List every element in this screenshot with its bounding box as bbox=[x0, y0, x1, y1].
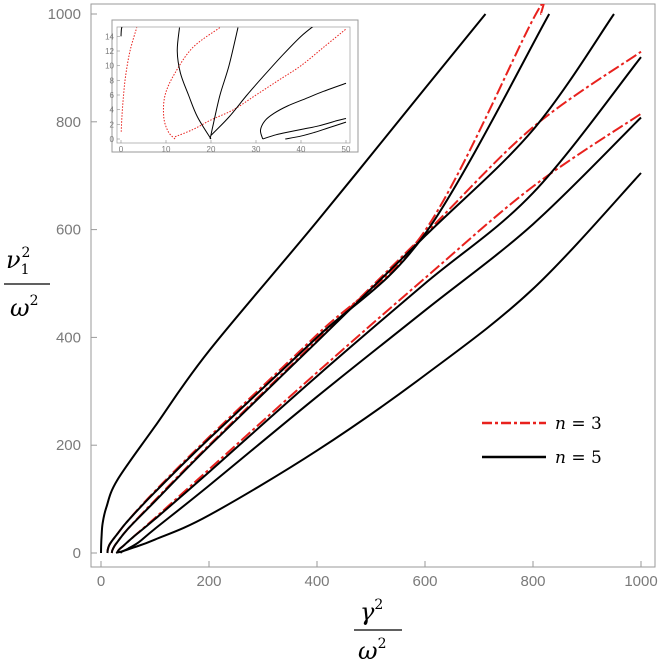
series-n5-curve-8 bbox=[262, 117, 347, 140]
y-tick-label: 4 bbox=[110, 106, 115, 115]
legend-var-n3: n bbox=[555, 414, 566, 434]
x-tick-label: 20 bbox=[207, 145, 216, 154]
y-label-denominator: ω bbox=[10, 294, 30, 322]
series-n3-curve-0 bbox=[120, 27, 138, 132]
y-label-denominator-superscript: 2 bbox=[30, 293, 39, 309]
y-tick-label: 2 bbox=[110, 120, 115, 129]
y-tick-label: 0 bbox=[73, 545, 81, 562]
y-tick-label: 10 bbox=[105, 62, 114, 71]
svg-text:γ2: γ2 bbox=[360, 597, 383, 626]
series-n5-curve-5 bbox=[110, 13, 615, 554]
x-axis-label: γ2 ω2 bbox=[354, 597, 402, 663]
legend-eq-n5: = 5 bbox=[566, 448, 602, 468]
y-label-subscript: 1 bbox=[21, 262, 30, 278]
y-tick-label: 6 bbox=[110, 91, 115, 100]
inset-plot-frame bbox=[116, 26, 351, 144]
legend-eq-n3: = 3 bbox=[566, 414, 602, 434]
x-tick-label: 40 bbox=[297, 145, 306, 154]
y-tick-label: 12 bbox=[105, 47, 114, 56]
series-n5-curve-7 bbox=[259, 82, 347, 140]
x-tick-label: 0 bbox=[119, 145, 124, 154]
x-label-superscript: 2 bbox=[374, 597, 383, 613]
x-tick-label: 50 bbox=[342, 145, 351, 154]
series-n3-curve-2 bbox=[174, 28, 347, 138]
legend-label-n3: n = 3 bbox=[555, 414, 602, 434]
x-label-numerator: γ bbox=[360, 598, 375, 626]
y-label-superscript: 2 bbox=[22, 245, 31, 261]
series-n3-curve-2 bbox=[116, 112, 642, 554]
y-tick-label: 8 bbox=[110, 76, 115, 85]
series-n5-curve-3 bbox=[100, 13, 487, 554]
y-tick-label: 400 bbox=[56, 329, 81, 346]
svg-text:ω2: ω2 bbox=[358, 636, 387, 663]
y-tick-label: 0 bbox=[110, 135, 115, 144]
y-label-numerator: ν bbox=[6, 246, 21, 274]
y-tick-label: 600 bbox=[56, 222, 81, 239]
x-label-denominator-superscript: 2 bbox=[378, 636, 387, 652]
series-n5-curve-6 bbox=[210, 27, 314, 136]
series-n5-curve-4 bbox=[176, 27, 212, 140]
y-tick-label: 800 bbox=[56, 114, 81, 131]
x-tick-label: 1000 bbox=[624, 573, 657, 590]
y-tick-label: 1000 bbox=[48, 6, 81, 23]
legend: n = 3 n = 5 bbox=[482, 414, 602, 468]
series-n5-curve-5 bbox=[209, 27, 239, 140]
main-series-group bbox=[100, 4, 642, 554]
x-label-denominator: ω bbox=[358, 637, 378, 663]
y-tick-label: 14 bbox=[105, 32, 114, 41]
x-tick-label: 200 bbox=[196, 573, 221, 590]
series-n5-curve-8 bbox=[115, 172, 642, 554]
x-tick-label: 400 bbox=[304, 573, 329, 590]
x-tick-label: 0 bbox=[97, 573, 105, 590]
svg-text:ω2: ω2 bbox=[10, 293, 39, 322]
legend-var-n5: n bbox=[555, 448, 566, 468]
series-n3-curve-1 bbox=[162, 27, 221, 140]
legend-label-n5: n = 5 bbox=[555, 448, 602, 468]
series-n5-curve-6 bbox=[116, 56, 642, 554]
inset-background bbox=[111, 19, 359, 153]
svg-text:ν12: ν12 bbox=[6, 245, 30, 278]
x-tick-label: 10 bbox=[162, 145, 171, 154]
x-tick-label: 600 bbox=[412, 573, 437, 590]
series-n5-curve-3 bbox=[120, 27, 123, 37]
inset-chart: 0 10 20 30 40 50 0 2 4 6 8 10 12 14 bbox=[105, 19, 359, 154]
inset-series-group bbox=[120, 27, 347, 140]
y-axis-label: ν12 ω2 bbox=[4, 245, 50, 322]
inset-axis-ticks: 0 10 20 30 40 50 0 2 4 6 8 10 12 14 bbox=[105, 32, 351, 154]
y-tick-label: 200 bbox=[56, 437, 81, 454]
series-n5-curve-7 bbox=[119, 116, 642, 554]
plot-frame bbox=[90, 3, 656, 568]
series-n5-curve-9 bbox=[285, 121, 347, 140]
x-tick-label: 800 bbox=[520, 573, 545, 590]
x-tick-label: 30 bbox=[252, 145, 261, 154]
